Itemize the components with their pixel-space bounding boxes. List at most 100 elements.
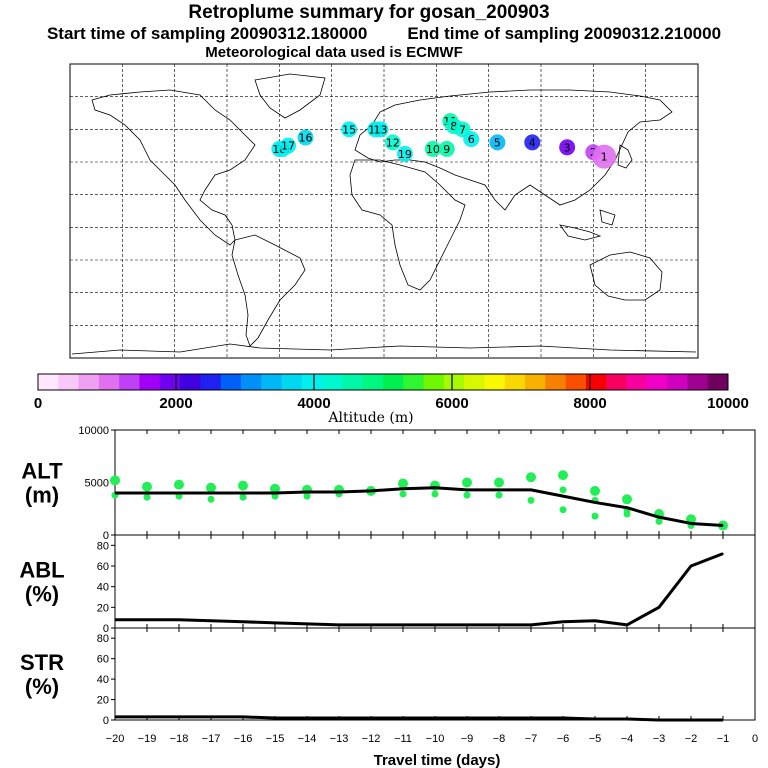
x-tick-label: −19 xyxy=(138,733,157,745)
panel-unit: (%) xyxy=(25,582,59,607)
panel-unit: (m) xyxy=(25,483,59,508)
alt-scatter-point xyxy=(174,479,184,490)
plume-day-label: 10 xyxy=(426,143,440,156)
series-point xyxy=(722,553,724,555)
series-point xyxy=(370,717,372,719)
alt-scatter-point xyxy=(207,495,215,503)
colorbar-swatch xyxy=(362,374,384,390)
plume-marker xyxy=(463,131,480,148)
colorbar-swatch xyxy=(281,374,303,390)
series-point xyxy=(562,621,564,623)
colorbar-swatch xyxy=(139,374,161,390)
x-tick-label: −2 xyxy=(685,733,698,745)
plume-marker xyxy=(559,139,576,156)
plume-day-label: 12 xyxy=(386,136,400,149)
colorbar-swatch xyxy=(342,374,364,390)
colorbar-tick-label: 10000 xyxy=(707,395,749,412)
colorbar-swatch xyxy=(98,374,120,390)
x-tick-label: −12 xyxy=(362,733,381,745)
plume-day-label: 19 xyxy=(398,148,412,161)
panel-title: STR xyxy=(20,650,64,675)
colorbar-swatch xyxy=(545,374,567,390)
colorbar-swatch xyxy=(484,374,506,390)
panel-unit: (%) xyxy=(25,674,59,699)
y-tick-label: 60 xyxy=(97,561,109,573)
y-tick-label: 0 xyxy=(103,530,109,542)
series-point xyxy=(338,491,340,493)
plume-marker xyxy=(438,140,455,157)
colorbar-swatch xyxy=(119,374,140,390)
alt-scatter-point xyxy=(558,470,568,481)
alt-scatter-point xyxy=(143,493,151,501)
series-point xyxy=(530,624,532,626)
series-point xyxy=(466,717,468,719)
y-tick-label: 20 xyxy=(97,695,109,707)
series-point xyxy=(178,716,180,718)
plume-marker xyxy=(384,134,401,151)
series-point xyxy=(690,565,692,567)
alt-scatter-point xyxy=(463,491,471,499)
series-line-abl xyxy=(115,552,724,627)
colorbar-swatch xyxy=(707,374,729,390)
colorbar-swatch xyxy=(585,374,607,390)
colorbar-label: Altitude (m) xyxy=(327,410,413,426)
colorbar-swatch xyxy=(606,374,628,390)
coast-eurasia xyxy=(354,89,673,211)
series-point xyxy=(306,717,308,719)
plume-day-label: 15 xyxy=(342,123,356,136)
colorbar-swatch xyxy=(78,374,100,390)
series-point xyxy=(114,716,116,718)
alt-scatter-point xyxy=(462,477,472,488)
series-point xyxy=(626,624,628,626)
plume-day-label: 3 xyxy=(564,141,571,154)
series-point xyxy=(178,492,180,494)
plume-day-label: 1 xyxy=(601,151,608,164)
y-tick-label: 40 xyxy=(97,582,109,594)
colorbar-frame xyxy=(37,373,729,391)
series-point xyxy=(146,619,148,621)
series-point xyxy=(274,492,276,494)
alt-scatter-point xyxy=(398,478,408,489)
alt-scatter-point xyxy=(623,510,631,518)
series-point xyxy=(658,516,660,518)
colorbar-tick-label: 2000 xyxy=(159,395,192,412)
plume-marker xyxy=(280,137,297,154)
colorbar-swatch xyxy=(261,374,283,390)
colorbar-swatch xyxy=(38,374,59,390)
met-data-label: Meteorological data used is ECMWF xyxy=(205,44,463,61)
x-tick-label: −6 xyxy=(557,733,570,745)
colorbar-swatch xyxy=(403,374,425,390)
x-tick-label: −14 xyxy=(298,733,317,745)
series-point xyxy=(498,489,500,491)
series-point xyxy=(242,621,244,623)
plume-day-label: 13 xyxy=(374,123,388,136)
series-point xyxy=(370,490,372,492)
x-tick-label: −13 xyxy=(330,733,349,745)
colorbar-swatch xyxy=(322,374,343,390)
coast-australia xyxy=(589,251,663,301)
x-tick-label: −5 xyxy=(589,733,602,745)
series-point xyxy=(146,716,148,718)
series-line-str xyxy=(115,715,723,722)
y-tick-label: 0 xyxy=(103,623,109,635)
x-tick-label: −20 xyxy=(106,733,125,745)
series-point xyxy=(210,716,212,718)
colorbar-swatch xyxy=(200,374,222,390)
series-point xyxy=(146,492,148,494)
coastlines xyxy=(71,73,697,355)
colorbar-swatch xyxy=(301,374,323,390)
y-tick-label: 60 xyxy=(97,654,109,666)
alt-scatter-point xyxy=(527,496,535,504)
alt-scatter-point xyxy=(559,486,567,494)
alt-scatter-point xyxy=(431,490,439,498)
x-tick-label: −18 xyxy=(170,733,189,745)
y-tick-label: 40 xyxy=(97,674,109,686)
series-point xyxy=(626,718,628,720)
series-point xyxy=(530,489,532,491)
colorbar-swatch xyxy=(667,374,688,390)
panel-abl: 0 20 40 60 80 ABL(%) xyxy=(19,534,756,635)
colorbar-swatch xyxy=(565,374,587,390)
x-tick-label: −7 xyxy=(525,733,538,745)
series-point xyxy=(626,507,628,509)
